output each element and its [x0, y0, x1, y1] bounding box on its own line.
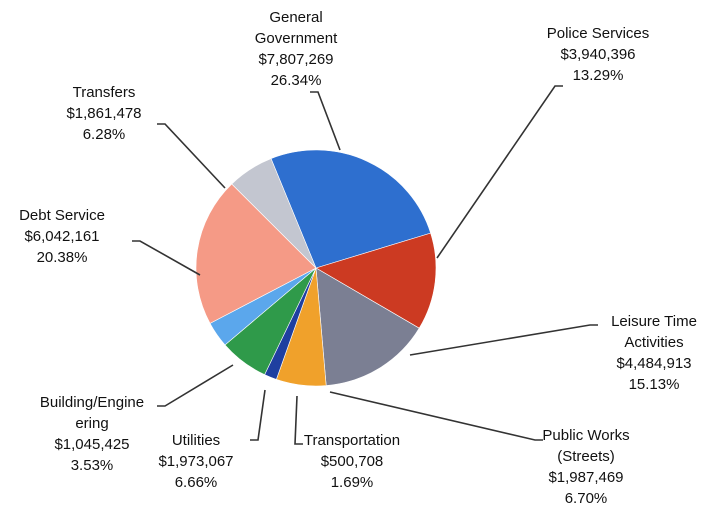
leader-line [329, 391, 543, 441]
label-name: Activities [624, 334, 683, 351]
label-percent: 20.38% [37, 249, 88, 266]
slice-label: Utilities $1,973,067 6.66% [158, 432, 233, 491]
label-name: Leisure Time [611, 313, 697, 330]
pie-slices [195, 149, 437, 387]
label-name: Public Works [542, 427, 629, 444]
label-percent: 6.66% [175, 474, 218, 491]
label-name: Police Services [547, 25, 650, 42]
label-value: $1,861,478 [66, 105, 141, 122]
label-value: $1,987,469 [548, 469, 623, 486]
label-percent: 3.53% [71, 457, 114, 474]
label-name: Debt Service [19, 207, 105, 224]
slice-label: Transportation $500,708 1.69% [304, 432, 400, 491]
slice-label: Leisure Time Activities $4,484,913 15.13% [611, 313, 697, 393]
label-name: Utilities [172, 432, 220, 449]
label-value: $1,973,067 [158, 453, 233, 470]
pie-slice-general-government [270, 149, 432, 269]
slice-labels: General Government $7,807,269 26.34% Police … [19, 9, 697, 507]
label-percent: 15.13% [629, 376, 680, 393]
label-name: ering [75, 415, 108, 432]
label-name: Transfers [73, 84, 136, 101]
label-name: (Streets) [557, 448, 615, 465]
slice-label: Building/Engine ering $1,045,425 3.53% [40, 394, 144, 474]
leader-line [157, 123, 226, 189]
pie-slice-leisure-time-activities [315, 267, 420, 386]
label-percent: 6.70% [565, 490, 608, 507]
label-value: $6,042,161 [24, 228, 99, 245]
label-percent: 6.28% [83, 126, 126, 143]
label-percent: 13.29% [573, 67, 624, 84]
leader-line [436, 85, 563, 259]
label-value: $7,807,269 [258, 51, 333, 68]
slice-label: General Government $7,807,269 26.34% [255, 9, 338, 89]
leader-line [132, 240, 201, 276]
label-name: General [269, 9, 322, 26]
label-percent: 1.69% [331, 474, 374, 491]
leader-line [409, 324, 598, 356]
leader-line [310, 91, 341, 151]
label-name: Building/Engine [40, 394, 144, 411]
leader-line [250, 389, 266, 441]
leader-line [157, 364, 234, 407]
label-value: $3,940,396 [560, 46, 635, 63]
slice-label: Police Services $3,940,396 13.29% [547, 25, 650, 84]
label-name: Transportation [304, 432, 400, 449]
leader-lines [132, 85, 598, 445]
pie-slice-debt-service [195, 183, 317, 324]
slice-label: Debt Service $6,042,161 20.38% [19, 207, 105, 266]
pie-slice-transfers [231, 158, 317, 269]
slice-label: Public Works (Streets) $1,987,469 6.70% [542, 427, 629, 507]
label-name: Government [255, 30, 338, 47]
label-value: $1,045,425 [54, 436, 129, 453]
label-value: $500,708 [321, 453, 384, 470]
label-value: $4,484,913 [616, 355, 691, 372]
pie-slice-police-services [315, 232, 437, 329]
leader-line [294, 395, 303, 445]
label-percent: 26.34% [271, 72, 322, 89]
slice-label: Transfers $1,861,478 6.28% [66, 84, 141, 143]
